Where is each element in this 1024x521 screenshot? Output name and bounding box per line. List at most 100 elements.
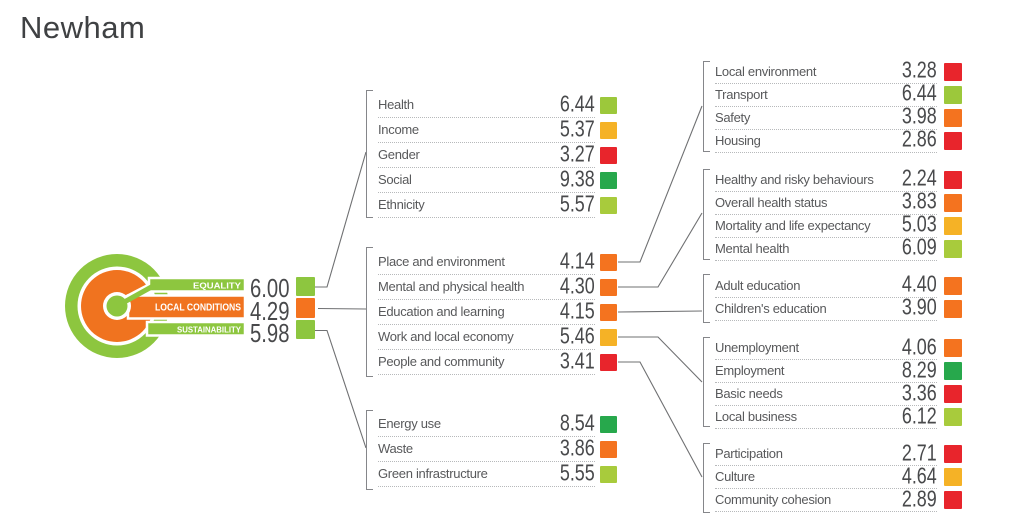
score-square	[600, 121, 617, 139]
group-work-local-economy: Unemployment 4.06 Employment 8.29 Basic ne…	[715, 333, 963, 429]
indicator-label: Overall health status	[715, 194, 828, 210]
score-square	[600, 146, 617, 164]
group-local-conditions: Place and environment 4.14 Mental and phy…	[378, 246, 617, 375]
indicator-row: Unemployment 4.06	[715, 333, 963, 360]
indicator-row: Safety 3.98	[715, 102, 963, 130]
domain-score-equality: 6.00	[250, 273, 290, 303]
score-square	[944, 170, 962, 189]
indicator-value: 3.86	[560, 433, 595, 460]
score-square	[944, 216, 962, 235]
bracket-local-conditions	[366, 247, 373, 377]
indicator-row: People and community 3.41	[378, 346, 617, 375]
indicator-value: 6.44	[560, 89, 595, 116]
indicator-value: 4.30	[560, 271, 595, 298]
indicator-row: Children's education 3.90	[715, 293, 963, 321]
indicator-label: Income	[378, 122, 419, 137]
indicator-value: 3.41	[560, 346, 595, 373]
score-square	[944, 108, 962, 127]
indicator-row: Mental health 6.09	[715, 233, 963, 261]
indicator-label: Community cohesion	[715, 492, 831, 507]
score-square	[944, 276, 962, 295]
indicator-row: Housing 2.86	[715, 125, 963, 153]
indicator-label: Waste	[378, 441, 413, 456]
score-square	[600, 278, 617, 296]
score-square	[600, 440, 617, 458]
score-square	[600, 96, 617, 114]
indicator-label: People and community	[378, 354, 505, 369]
indicator-label: Ethnicity	[378, 197, 425, 212]
domain-score-square	[296, 298, 315, 318]
domain-score-local-conditions: 4.29	[250, 296, 290, 326]
indicator-label: Transport	[715, 86, 768, 102]
indicator-label: Local environment	[715, 63, 817, 79]
indicator-row: Health 6.44	[378, 89, 617, 118]
indicator-row: Healthy and risky behaviours 2.24	[715, 164, 963, 192]
indicator-row: Community cohesion 2.89	[715, 485, 963, 512]
score-square	[600, 196, 617, 214]
indicator-value: 4.06	[902, 332, 937, 359]
indicator-label: Employment	[715, 363, 785, 378]
indicator-value: 2.86	[902, 125, 937, 152]
indicator-value: 6.44	[902, 79, 937, 106]
bracket-equality	[366, 90, 373, 218]
indicator-row: Mental and physical health 4.30	[378, 271, 617, 300]
indicator-value: 3.27	[560, 139, 595, 166]
bracket-education-learning	[703, 274, 710, 323]
ribbon-label-local-conditions: LOCAL CONDITIONS	[155, 302, 241, 314]
indicator-label: Adult education	[715, 277, 801, 293]
score-square	[944, 445, 962, 463]
connector-education-learning	[617, 310, 703, 313]
indicator-value: 9.38	[560, 164, 595, 191]
domain-score-square	[296, 277, 315, 296]
indicator-label: Culture	[715, 469, 755, 484]
indicator-row: Education and learning 4.15	[378, 297, 617, 325]
indicator-value: 2.71	[902, 438, 937, 465]
indicator-value: 8.29	[902, 355, 937, 382]
indicator-row: Local business 6.12	[715, 402, 963, 429]
indicator-value: 6.12	[902, 401, 937, 428]
indicator-value: 3.83	[902, 187, 937, 214]
group-mental-physical-health: Healthy and risky behaviours 2.24 Overall…	[715, 164, 963, 261]
score-square	[944, 299, 962, 318]
indicator-value: 5.55	[560, 458, 595, 485]
score-square	[944, 491, 962, 509]
indicator-value: 3.90	[902, 293, 937, 320]
score-square	[944, 239, 962, 258]
indicator-label: Place and environment	[378, 254, 505, 269]
indicator-label: Education and learning	[378, 304, 505, 319]
indicator-row: Place and environment 4.14	[378, 246, 617, 275]
score-square	[944, 339, 962, 357]
score-square	[600, 415, 617, 433]
page-title: Newham	[20, 10, 146, 45]
indicator-row: Energy use 8.54	[378, 409, 617, 437]
score-square	[944, 468, 962, 486]
score-square	[944, 85, 962, 104]
thriving-places-logo: EQUALITY LOCAL CONDITIONS SUSTAINABILITY	[65, 254, 247, 358]
indicator-value: 4.40	[902, 270, 937, 297]
bracket-sustainability	[366, 410, 373, 490]
indicator-value: 5.57	[560, 189, 595, 216]
domain-score-square	[296, 320, 315, 339]
indicator-label: Participation	[715, 446, 783, 461]
indicator-value: 3.36	[902, 378, 937, 405]
indicator-label: Unemployment	[715, 340, 799, 355]
bracket-mental-physical-health	[703, 169, 710, 260]
score-square	[944, 193, 962, 212]
indicator-value: 2.24	[902, 164, 937, 191]
score-square	[600, 353, 617, 371]
indicator-label: Mental and physical health	[378, 279, 525, 294]
indicator-label: Mental health	[715, 240, 790, 256]
group-place-environment: Local environment 3.28 Transport 6.44 Safe…	[715, 56, 963, 153]
indicator-label: Green infrastructure	[378, 466, 488, 481]
indicator-label: Healthy and risky behaviours	[715, 171, 874, 187]
connector-people-community	[618, 361, 703, 478]
connector-local-conditions	[317, 307, 367, 310]
indicator-row: Transport 6.44	[715, 79, 963, 107]
indicator-value: 4.64	[902, 461, 937, 488]
indicator-value: 3.98	[902, 102, 937, 129]
indicator-row: Culture 4.64	[715, 462, 963, 489]
indicator-value: 4.14	[560, 246, 595, 273]
score-square	[600, 465, 617, 483]
score-square	[944, 131, 962, 150]
